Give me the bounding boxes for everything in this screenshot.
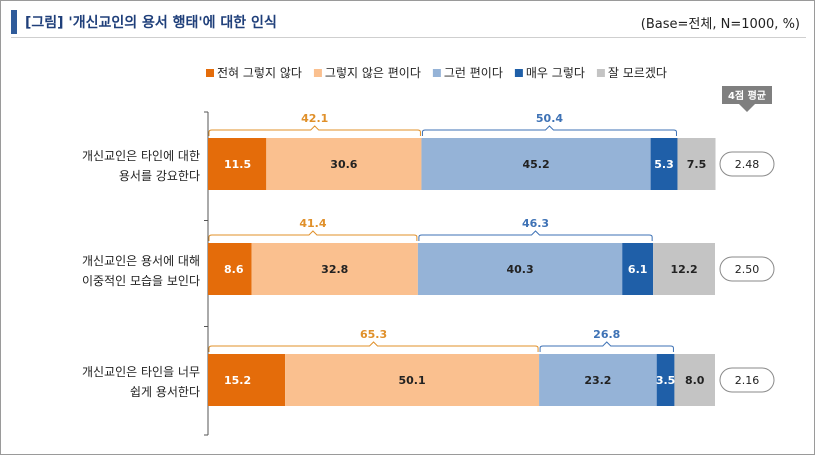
bar-segment: [266, 138, 422, 190]
category-label: 개신교인은 타인에 대한: [82, 149, 200, 163]
category-label: 개신교인은 타인을 너무: [82, 365, 200, 379]
average-header-banner: [722, 86, 772, 112]
data-label: 7.5: [687, 158, 707, 171]
title-accent-bar: [11, 10, 17, 34]
data-label: 8.0: [685, 374, 705, 387]
legend-swatch: [514, 69, 523, 77]
data-label: 6.1: [628, 263, 648, 276]
title-bar: [그림] '개신교인의 용서 행태'에 대한 인식 (Base=전체, N=10…: [11, 9, 806, 38]
bar-segment: [285, 354, 540, 406]
legend-entry: 전혀 그렇지 않다: [217, 65, 302, 80]
category-label: 이중적인 모습을 보인다: [82, 274, 200, 288]
bar-segment: [622, 243, 654, 295]
data-label: 23.2: [584, 374, 611, 387]
negative-bracket: [208, 125, 421, 136]
data-label: 8.6: [224, 263, 244, 276]
bar-segment: [421, 138, 651, 190]
base-note: (Base=전체, N=1000, %): [640, 17, 800, 32]
bar-segment: [417, 243, 623, 295]
positive-total-label: 46.3: [522, 217, 549, 230]
data-label: 45.2: [522, 158, 549, 171]
average-value: 2.50: [735, 263, 760, 276]
negative-bracket: [208, 230, 418, 241]
bar-segment: [208, 243, 252, 295]
average-pill: [719, 151, 775, 177]
chart-title: [그림] '개신교인의 용서 행태'에 대한 인식: [25, 15, 277, 31]
legend-swatch: [313, 69, 322, 77]
average-value: 2.48: [735, 158, 760, 171]
bar-segment: [539, 354, 657, 406]
data-label: 5.3: [654, 158, 674, 171]
legend-entry: 그렇지 않은 편이다: [325, 65, 421, 80]
bar-segment: [208, 354, 286, 406]
average-value: 2.16: [735, 374, 760, 387]
data-label: 12.2: [671, 263, 698, 276]
legend-entry: 매우 그렇다: [526, 65, 585, 80]
data-label: 15.2: [224, 374, 251, 387]
bar-segment: [677, 138, 716, 190]
positive-bracket: [418, 230, 653, 241]
positive-total-label: 26.8: [593, 328, 620, 341]
legend-swatch: [432, 69, 441, 77]
bar-segment: [656, 354, 675, 406]
category-label: 쉽게 용서한다: [130, 385, 200, 399]
bar-segment: [653, 243, 715, 295]
negative-total-label: 42.1: [301, 112, 328, 125]
category-label: 용서를 강요한다: [119, 169, 200, 183]
bar-segment: [208, 138, 267, 190]
bar-segment: [674, 354, 715, 406]
category-label: 개신교인은 용서에 대해: [82, 254, 200, 268]
data-label: 32.8: [321, 263, 348, 276]
negative-total-label: 41.4: [299, 217, 326, 230]
negative-total-label: 65.3: [360, 328, 387, 341]
average-pill: [719, 256, 775, 282]
legend-entry: 그런 편이다: [444, 66, 503, 80]
average-pill: [719, 367, 775, 393]
data-label: 3.5: [656, 374, 676, 387]
average-header-label: 4점 평균: [728, 89, 766, 102]
data-label: 50.1: [398, 374, 425, 387]
positive-bracket: [539, 341, 674, 352]
legend-entry: 잘 모르겠다: [608, 66, 667, 80]
positive-bracket: [421, 125, 677, 136]
title-divider: [11, 37, 806, 38]
data-label: 30.6: [330, 158, 357, 171]
data-label: 40.3: [506, 263, 533, 276]
bar-segment: [251, 243, 418, 295]
legend-swatch: [596, 69, 605, 77]
legend-swatch: [206, 69, 214, 77]
positive-total-label: 50.4: [536, 112, 563, 125]
negative-bracket: [208, 341, 539, 352]
data-label: 11.5: [224, 158, 251, 171]
bar-segment: [650, 138, 678, 190]
